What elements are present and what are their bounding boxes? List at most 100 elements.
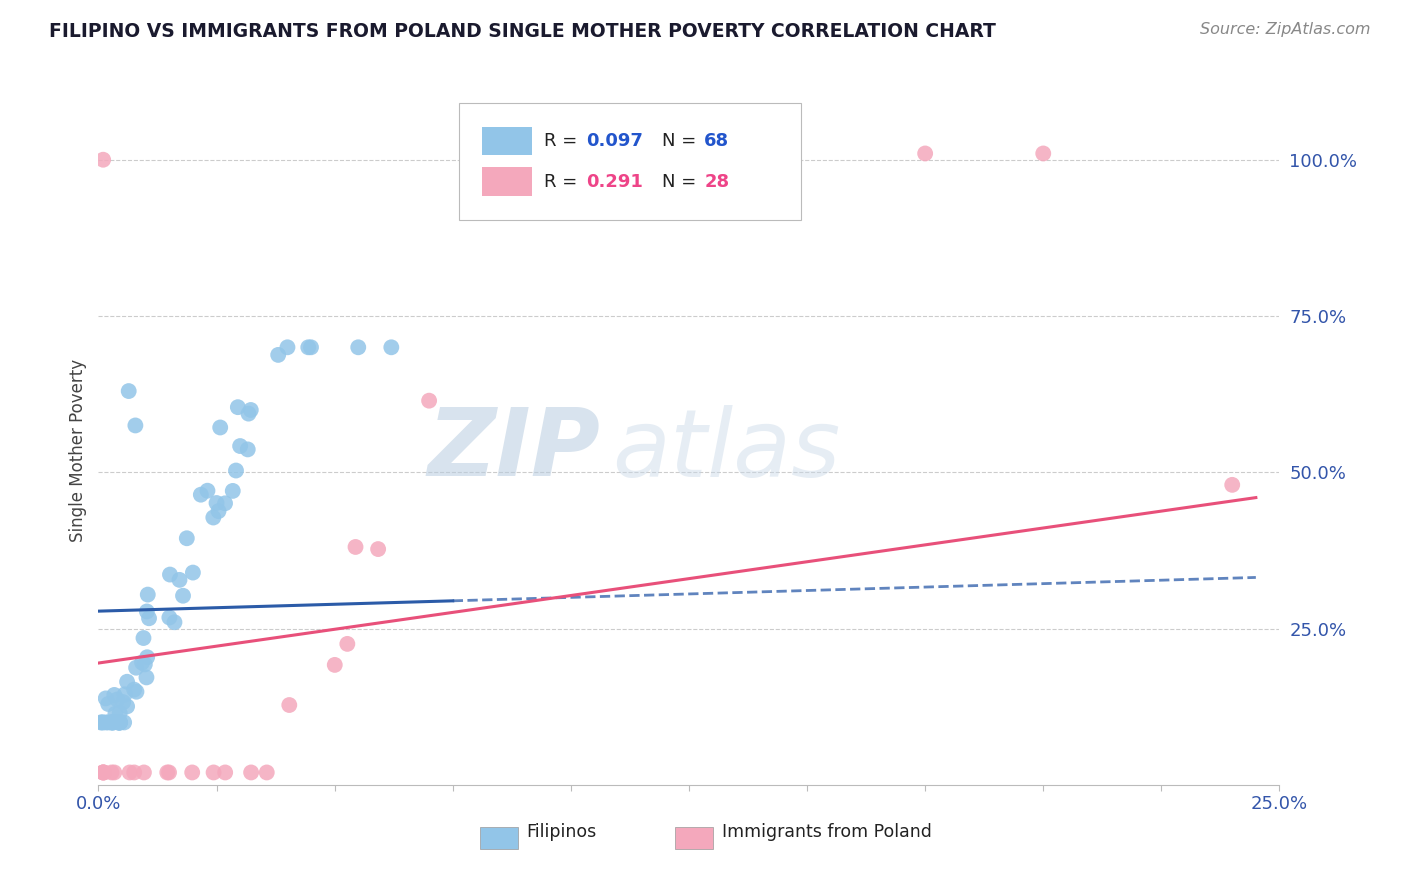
Point [97,715,120,730]
Point [108,715,131,730]
Point [323,657,346,672]
Point [299,340,322,354]
Point [93,765,115,780]
Point [122,765,145,780]
Point [238,407,260,421]
Point [108,715,131,730]
Point [115,674,138,689]
Point [94,715,117,730]
Point [214,496,236,510]
Point [108,715,131,730]
Point [101,715,124,730]
Point [118,765,141,780]
Point [205,496,228,510]
Point [176,531,198,545]
Point [134,657,156,672]
Point [209,420,232,434]
Point [157,765,180,780]
Point [267,348,290,362]
Point [202,765,225,780]
Point [1220,478,1243,492]
Point [132,631,155,645]
Point [367,542,389,557]
Point [131,656,153,670]
Text: Immigrants from Poland: Immigrants from Poland [723,823,932,841]
Point [110,715,132,730]
Point [100,715,122,730]
FancyBboxPatch shape [675,827,713,848]
Point [240,765,263,780]
Point [135,670,157,684]
Point [226,400,249,414]
Point [103,765,125,780]
Point [124,418,146,433]
Point [97,697,120,711]
Point [135,604,157,618]
Text: R =: R = [544,172,589,191]
Text: 0.097: 0.097 [586,132,643,151]
Text: 0.291: 0.291 [586,172,643,191]
Point [197,483,219,498]
Point [100,765,122,780]
Point [207,504,229,518]
Text: 28: 28 [704,172,730,191]
Point [114,687,136,701]
Point [172,589,194,603]
Point [190,488,212,502]
Text: 68: 68 [704,132,730,151]
Point [91,765,114,780]
Point [103,688,125,702]
Text: Source: ZipAtlas.com: Source: ZipAtlas.com [1201,22,1371,37]
Point [276,340,298,354]
Point [163,615,186,630]
Point [91,715,114,730]
Point [222,483,245,498]
Point [1032,146,1054,161]
Point [772,146,794,161]
Point [118,384,141,398]
Point [214,765,236,780]
Point [236,442,259,457]
Point [156,765,179,780]
Text: N =: N = [662,172,702,191]
Point [105,692,128,706]
Point [380,340,402,354]
Point [181,765,204,780]
Point [91,765,114,780]
Point [112,695,135,709]
Text: R =: R = [544,132,582,151]
Point [112,715,135,730]
Point [136,588,159,602]
Point [229,439,252,453]
Text: N =: N = [662,132,702,151]
Point [125,661,148,675]
Point [125,684,148,698]
Point [94,691,117,706]
Point [256,765,278,780]
Text: ZIP: ZIP [427,404,600,497]
Point [336,637,359,651]
Point [225,463,247,477]
Point [101,715,124,730]
Point [239,403,262,417]
Point [101,715,124,730]
Point [122,682,145,697]
Point [181,566,204,580]
Point [115,699,138,714]
Point [138,611,160,625]
Point [278,698,301,712]
Point [347,340,370,354]
FancyBboxPatch shape [458,103,801,219]
Point [560,146,582,161]
Point [169,573,191,587]
Point [159,567,181,582]
FancyBboxPatch shape [482,128,531,155]
Point [136,650,159,665]
Text: Filipinos: Filipinos [526,823,596,841]
Text: FILIPINO VS IMMIGRANTS FROM POLAND SINGLE MOTHER POVERTY CORRELATION CHART: FILIPINO VS IMMIGRANTS FROM POLAND SINGL… [49,22,995,41]
Point [91,715,114,730]
Point [132,765,155,780]
Point [107,715,129,730]
Point [108,706,131,720]
Point [202,510,225,524]
